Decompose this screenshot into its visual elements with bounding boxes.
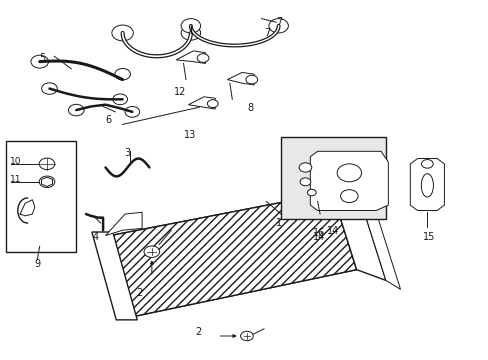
- Text: 8: 8: [246, 103, 253, 113]
- Text: 1: 1: [276, 218, 282, 228]
- Circle shape: [115, 68, 130, 80]
- Text: 13: 13: [183, 130, 195, 140]
- Text: 16: 16: [312, 228, 325, 238]
- Polygon shape: [110, 193, 356, 316]
- Polygon shape: [105, 212, 142, 235]
- Text: 14: 14: [312, 232, 325, 242]
- Circle shape: [113, 94, 127, 105]
- Text: 15: 15: [422, 232, 434, 242]
- Text: 14: 14: [327, 226, 339, 236]
- Text: 11: 11: [9, 175, 21, 184]
- Circle shape: [112, 25, 133, 41]
- Circle shape: [181, 26, 200, 40]
- Polygon shape: [176, 51, 205, 63]
- Circle shape: [39, 176, 55, 188]
- Text: 6: 6: [105, 116, 111, 125]
- Circle shape: [31, 55, 48, 68]
- Text: 9: 9: [35, 259, 41, 269]
- Text: 5: 5: [39, 53, 45, 63]
- Polygon shape: [227, 72, 254, 85]
- Polygon shape: [310, 151, 387, 211]
- Circle shape: [300, 178, 310, 186]
- Text: 4: 4: [93, 232, 99, 242]
- Circle shape: [207, 100, 218, 108]
- Text: 3: 3: [124, 148, 130, 158]
- Circle shape: [421, 159, 432, 168]
- Circle shape: [197, 54, 208, 62]
- Polygon shape: [188, 97, 215, 109]
- Polygon shape: [92, 232, 137, 320]
- Circle shape: [144, 246, 159, 257]
- Polygon shape: [361, 203, 400, 289]
- Polygon shape: [409, 158, 444, 211]
- Circle shape: [245, 75, 257, 84]
- Polygon shape: [331, 193, 385, 280]
- Circle shape: [268, 19, 288, 33]
- Text: 2: 2: [136, 288, 142, 298]
- FancyBboxPatch shape: [281, 137, 385, 220]
- Text: 10: 10: [9, 157, 21, 166]
- Text: 2: 2: [195, 327, 201, 337]
- FancyBboxPatch shape: [5, 140, 76, 252]
- Circle shape: [240, 331, 253, 341]
- Text: 7: 7: [276, 17, 282, 27]
- Circle shape: [39, 158, 55, 170]
- Circle shape: [336, 164, 361, 182]
- Circle shape: [299, 163, 311, 172]
- Circle shape: [340, 190, 357, 203]
- Circle shape: [181, 19, 200, 33]
- Circle shape: [41, 83, 57, 94]
- Circle shape: [125, 107, 140, 117]
- Ellipse shape: [420, 174, 432, 197]
- Text: 12: 12: [173, 87, 186, 97]
- Polygon shape: [110, 193, 356, 316]
- Text: 7: 7: [264, 28, 270, 37]
- Circle shape: [307, 189, 316, 196]
- Circle shape: [68, 104, 84, 116]
- Polygon shape: [41, 177, 52, 186]
